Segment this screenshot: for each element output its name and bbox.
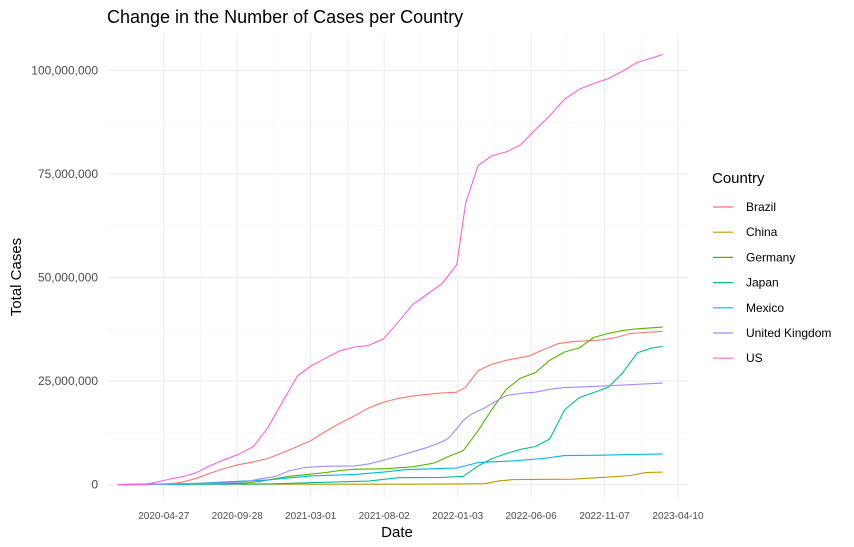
grid <box>108 33 688 497</box>
chart-title: Change in the Number of Cases per Countr… <box>107 7 463 27</box>
legend-item-us: US <box>713 351 763 365</box>
x-tick-label: 2022-01-03 <box>432 511 484 522</box>
x-tick-label: 2022-06-06 <box>505 511 557 522</box>
x-tick-label: 2021-03-01 <box>285 511 337 522</box>
legend-item-china: China <box>713 225 778 239</box>
series-line-china <box>117 471 663 486</box>
y-tick-label: 100,000,000 <box>31 63 98 77</box>
legend-label: United Kingdom <box>746 326 831 340</box>
legend: Country Brazil China Germany Japan Mexico Uni… <box>712 170 831 365</box>
x-tick-label: 2020-09-28 <box>212 511 264 522</box>
legend-label: China <box>746 225 778 239</box>
x-tick-label: 2023-04-10 <box>652 511 704 522</box>
legend-label: Japan <box>746 276 779 290</box>
y-tick-label: 25,000,000 <box>38 374 98 388</box>
y-tick-label: 50,000,000 <box>38 270 98 284</box>
legend-title: Country <box>712 170 765 187</box>
x-axis-title: Date <box>381 524 413 541</box>
x-axis-ticks: 2020-04-27 2020-09-28 2021-03-01 2021-08-02… <box>138 511 704 522</box>
x-tick-label: 2021-08-02 <box>359 511 411 522</box>
legend-item-japan: Japan <box>713 276 779 290</box>
x-tick-label: 2022-11-07 <box>579 511 630 522</box>
x-tick-label: 2020-04-27 <box>138 511 190 522</box>
legend-item-germany: Germany <box>713 250 795 264</box>
legend-item-mexico: Mexico <box>713 301 784 315</box>
y-tick-label: 75,000,000 <box>38 167 98 181</box>
legend-item-brazil: Brazil <box>713 200 776 214</box>
series-line-brazil <box>118 330 663 486</box>
series-lines <box>117 53 663 486</box>
y-tick-label: 0 <box>91 478 98 492</box>
series-line-united-kingdom <box>117 382 663 486</box>
y-axis-ticks: 0 25,000,000 50,000,000 75,000,000 100,000,0… <box>31 63 98 491</box>
legend-label: Brazil <box>746 200 776 214</box>
series-line-japan <box>117 346 663 486</box>
legend-item-united-kingdom: United Kingdom <box>713 326 831 340</box>
y-axis-title: Total Cases <box>8 238 25 316</box>
legend-label: US <box>746 351 763 365</box>
series-line-germany <box>117 326 663 486</box>
series-line-us <box>117 53 663 486</box>
legend-label: Mexico <box>746 301 784 315</box>
legend-label: Germany <box>746 250 795 264</box>
